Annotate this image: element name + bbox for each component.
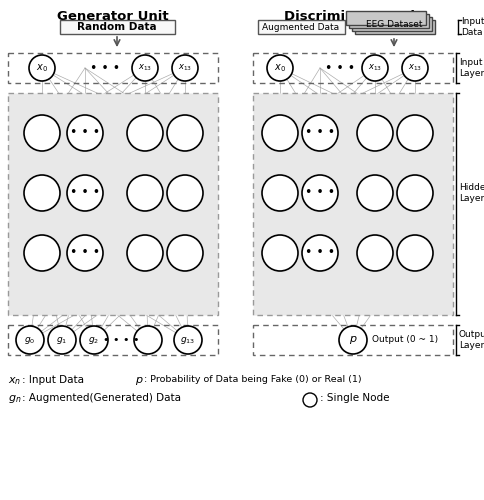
- Text: • • •: • • •: [304, 246, 334, 260]
- Text: $x_0$: $x_0$: [36, 62, 48, 74]
- Circle shape: [132, 55, 158, 81]
- Circle shape: [174, 326, 201, 354]
- Circle shape: [361, 55, 387, 81]
- Text: $g_n$: $g_n$: [8, 393, 21, 405]
- Text: $g_2$: $g_2$: [88, 334, 99, 345]
- Bar: [60, 20, 175, 34]
- Circle shape: [302, 115, 337, 151]
- Circle shape: [127, 175, 163, 211]
- Text: • • •: • • •: [304, 126, 334, 140]
- Text: $p$: $p$: [348, 334, 357, 346]
- Text: : Input Data: : Input Data: [22, 375, 84, 385]
- Text: $x_{13}$: $x_{13}$: [367, 63, 381, 74]
- Text: $x_{13}$: $x_{13}$: [137, 63, 152, 74]
- Circle shape: [261, 235, 297, 271]
- Circle shape: [127, 235, 163, 271]
- Bar: [8, 93, 217, 315]
- Bar: [351, 17, 431, 31]
- Text: Augmented Data: Augmented Data: [262, 22, 339, 32]
- Text: Output
Layer: Output Layer: [458, 330, 484, 349]
- Circle shape: [396, 235, 432, 271]
- Circle shape: [67, 115, 103, 151]
- Bar: [253, 93, 452, 315]
- Text: Random Data: Random Data: [77, 22, 156, 32]
- Text: • • •: • • •: [70, 246, 100, 260]
- Text: $g_0$: $g_0$: [24, 334, 36, 345]
- Circle shape: [134, 326, 162, 354]
- Circle shape: [166, 235, 203, 271]
- Circle shape: [166, 115, 203, 151]
- Bar: [354, 20, 434, 34]
- Text: Input
Data: Input Data: [460, 18, 484, 36]
- Circle shape: [302, 235, 337, 271]
- Circle shape: [48, 326, 76, 354]
- Text: Output (0 ~ 1): Output (0 ~ 1): [371, 336, 437, 344]
- Circle shape: [261, 115, 297, 151]
- Circle shape: [16, 326, 44, 354]
- Text: • • •: • • •: [90, 62, 120, 74]
- Circle shape: [396, 175, 432, 211]
- Text: : Probability of Data being Fake (0) or Real (1): : Probability of Data being Fake (0) or …: [144, 375, 361, 384]
- Text: $g_{13}$: $g_{13}$: [180, 334, 195, 345]
- Bar: [8, 325, 217, 355]
- Circle shape: [172, 55, 197, 81]
- Text: EEG Dataset: EEG Dataset: [365, 20, 422, 28]
- Text: $p$: $p$: [135, 375, 143, 387]
- Text: $x_n$: $x_n$: [8, 375, 21, 387]
- Bar: [253, 325, 452, 355]
- Text: $g_1$: $g_1$: [56, 334, 67, 345]
- Circle shape: [67, 175, 103, 211]
- Text: • • •: • • •: [324, 62, 354, 74]
- Bar: [253, 53, 452, 83]
- Circle shape: [24, 235, 60, 271]
- Text: : Single Node: : Single Node: [319, 393, 389, 403]
- Circle shape: [67, 235, 103, 271]
- Circle shape: [267, 55, 292, 81]
- Circle shape: [127, 115, 163, 151]
- Bar: [345, 11, 425, 25]
- Circle shape: [401, 55, 427, 81]
- Text: Discriminator Unit: Discriminator Unit: [284, 10, 421, 23]
- Circle shape: [302, 393, 317, 407]
- Circle shape: [261, 175, 297, 211]
- Circle shape: [302, 175, 337, 211]
- Text: • • •: • • •: [70, 186, 100, 200]
- Text: Hidden
Layers: Hidden Layers: [458, 184, 484, 203]
- Circle shape: [166, 175, 203, 211]
- Text: Generator Unit: Generator Unit: [57, 10, 168, 23]
- Bar: [257, 20, 344, 34]
- Circle shape: [356, 115, 392, 151]
- Circle shape: [396, 115, 432, 151]
- Text: $x_{13}$: $x_{13}$: [178, 63, 192, 74]
- Circle shape: [24, 175, 60, 211]
- Text: $x_0$: $x_0$: [273, 62, 286, 74]
- Text: • • • •: • • • •: [103, 335, 139, 345]
- Text: $x_{13}$: $x_{13}$: [407, 63, 421, 74]
- Text: Input
Layer: Input Layer: [458, 58, 483, 78]
- Text: : Augmented(Generated) Data: : Augmented(Generated) Data: [22, 393, 181, 403]
- Circle shape: [29, 55, 55, 81]
- Bar: [8, 53, 217, 83]
- Circle shape: [356, 175, 392, 211]
- Circle shape: [24, 115, 60, 151]
- Circle shape: [80, 326, 108, 354]
- Circle shape: [356, 235, 392, 271]
- Text: • • •: • • •: [70, 126, 100, 140]
- Circle shape: [338, 326, 366, 354]
- Bar: [348, 14, 428, 28]
- Text: • • •: • • •: [304, 186, 334, 200]
